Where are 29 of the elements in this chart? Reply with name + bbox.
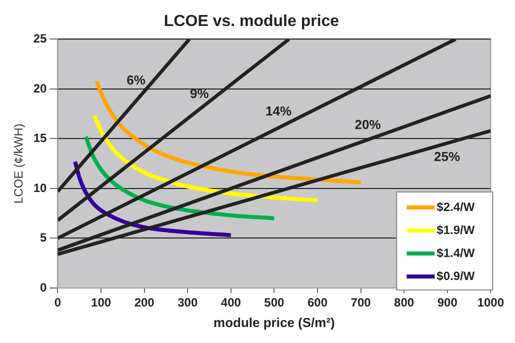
x-tick-label: 600 [307, 296, 328, 310]
y-tick-label: 20 [33, 81, 48, 96]
y-tick-label: 10 [33, 180, 48, 195]
y-tick-label: 0 [40, 280, 48, 294]
y-axis-title: LCOE (¢/kWH) [12, 124, 26, 204]
x-tick-label: 100 [91, 296, 112, 310]
x-tick-label: 200 [134, 296, 155, 310]
x-tick-label: 0 [54, 296, 62, 310]
annotation: 14% [266, 103, 292, 118]
x-tick-label: 300 [178, 296, 198, 310]
legend-label: $0.9/W [436, 268, 476, 283]
x-tick-label: 1000 [477, 296, 504, 310]
x-tick-label: 500 [264, 296, 285, 310]
x-tick-label: 400 [220, 296, 242, 310]
chart-title: LCOE vs. module price [164, 13, 340, 30]
annotation: 6% [126, 72, 146, 88]
legend-label: $2.4/W [436, 200, 476, 214]
y-tick-label: 5 [40, 230, 48, 245]
x-tick-label: 700 [350, 296, 372, 310]
annotation: 25% [434, 148, 460, 164]
x-tick-label: 900 [437, 296, 458, 310]
annotation: 9% [190, 86, 210, 101]
legend-label: $1.4/W [436, 246, 476, 260]
x-tick-label: 800 [394, 296, 414, 310]
y-tick-label: 15 [33, 131, 48, 146]
y-tick-label: 25 [33, 32, 48, 46]
legend-label: $1.9/W [436, 222, 476, 237]
annotation: 20% [354, 117, 382, 132]
x-axis-title: module price (S/m²) [214, 314, 335, 330]
